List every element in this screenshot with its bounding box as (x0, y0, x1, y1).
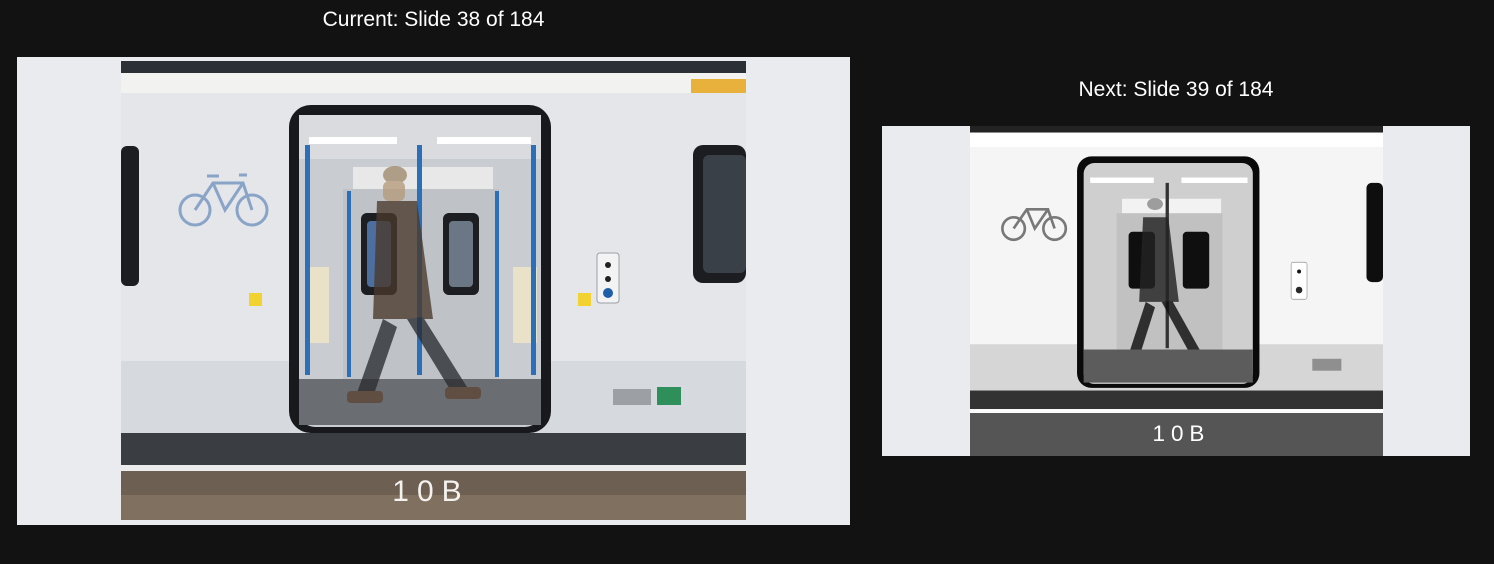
walking-person (347, 166, 481, 403)
platform-marking-next: 10B (1153, 421, 1211, 446)
bicycle-icon (178, 173, 269, 227)
next-slide-preview[interactable]: 10B (882, 126, 1470, 456)
current-slide-preview[interactable]: 10B (17, 57, 850, 525)
train-door-photo-monochrome: 10B (970, 126, 1383, 456)
bicycle-icon-next (1001, 208, 1068, 242)
current-slide-label: Current: Slide 38 of 184 (322, 8, 545, 31)
train-door-illustration: 10B (121, 61, 746, 520)
platform-marking: 10B (392, 475, 469, 508)
train-door-photo: 10B (121, 61, 746, 520)
train-door-illustration-monochrome: 10B (970, 126, 1383, 456)
next-slide-label: Next: Slide 39 of 184 (1078, 78, 1274, 101)
